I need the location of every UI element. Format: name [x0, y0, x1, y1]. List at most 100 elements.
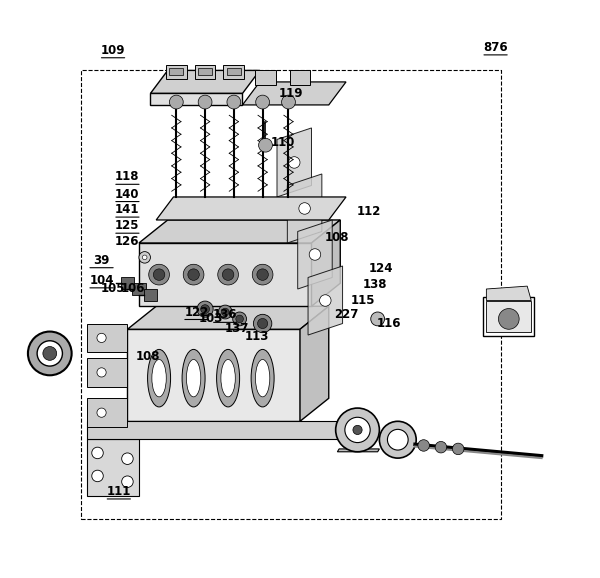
Polygon shape [87, 398, 127, 427]
Circle shape [97, 368, 106, 377]
Circle shape [218, 305, 232, 319]
Circle shape [188, 269, 199, 280]
Bar [255, 71, 276, 85]
Circle shape [335, 408, 379, 452]
Text: 109: 109 [101, 44, 125, 57]
Circle shape [320, 295, 331, 306]
Text: 108: 108 [136, 350, 160, 364]
Bar [484, 297, 533, 336]
Circle shape [299, 203, 310, 214]
Circle shape [256, 95, 269, 109]
Ellipse shape [256, 360, 270, 397]
Circle shape [281, 95, 295, 109]
Text: 227: 227 [334, 309, 358, 321]
Circle shape [122, 453, 133, 465]
Polygon shape [151, 94, 242, 105]
Polygon shape [300, 306, 329, 421]
Text: 110: 110 [271, 136, 295, 149]
Circle shape [233, 312, 247, 326]
Polygon shape [156, 197, 346, 220]
Circle shape [154, 269, 165, 280]
Text: 876: 876 [483, 41, 508, 54]
Polygon shape [287, 174, 322, 243]
Circle shape [236, 315, 244, 323]
Circle shape [353, 425, 362, 435]
Bar [132, 283, 146, 295]
Text: 138: 138 [362, 278, 387, 291]
Circle shape [149, 264, 169, 285]
Polygon shape [139, 220, 340, 243]
Text: 125: 125 [115, 219, 140, 232]
Text: 136: 136 [213, 309, 238, 321]
Circle shape [197, 301, 213, 317]
Text: 118: 118 [115, 171, 140, 183]
Circle shape [253, 314, 272, 333]
Circle shape [257, 318, 268, 328]
Polygon shape [242, 82, 346, 105]
Polygon shape [139, 243, 311, 306]
Circle shape [289, 157, 300, 168]
Circle shape [371, 312, 385, 326]
Polygon shape [487, 286, 531, 301]
Text: 113: 113 [245, 329, 269, 343]
Polygon shape [298, 220, 332, 289]
Polygon shape [87, 358, 127, 387]
Bar [121, 277, 134, 289]
Bar [487, 301, 531, 332]
Circle shape [139, 251, 151, 263]
Text: 104: 104 [89, 274, 114, 287]
Bar [223, 65, 244, 79]
Ellipse shape [187, 360, 201, 397]
Ellipse shape [182, 349, 205, 407]
Ellipse shape [221, 360, 235, 397]
Circle shape [28, 332, 71, 375]
Circle shape [37, 341, 62, 366]
Circle shape [97, 334, 106, 343]
Circle shape [345, 417, 370, 443]
Circle shape [252, 264, 273, 285]
Bar [195, 65, 215, 79]
Circle shape [142, 255, 147, 260]
Circle shape [227, 95, 241, 109]
Circle shape [97, 408, 106, 417]
Text: 105: 105 [101, 283, 125, 295]
Polygon shape [87, 439, 139, 496]
Bar [290, 71, 310, 85]
Text: 141: 141 [115, 203, 140, 216]
Circle shape [221, 308, 229, 316]
Bar [169, 68, 183, 75]
Circle shape [200, 305, 209, 313]
Polygon shape [127, 306, 329, 329]
Text: 140: 140 [115, 188, 140, 201]
Text: 106: 106 [121, 283, 145, 295]
Circle shape [379, 421, 416, 458]
Circle shape [223, 269, 234, 280]
Polygon shape [337, 449, 379, 452]
Ellipse shape [251, 349, 274, 407]
Ellipse shape [152, 360, 166, 397]
Circle shape [257, 269, 268, 280]
Circle shape [92, 447, 103, 459]
Polygon shape [151, 71, 260, 94]
Text: 126: 126 [115, 235, 140, 249]
Circle shape [452, 443, 464, 455]
Ellipse shape [148, 349, 170, 407]
Circle shape [43, 347, 56, 360]
Polygon shape [277, 128, 311, 197]
Circle shape [435, 442, 446, 453]
Bar [166, 65, 187, 79]
Circle shape [218, 264, 238, 285]
Circle shape [418, 440, 430, 451]
Circle shape [198, 95, 212, 109]
Circle shape [388, 429, 408, 450]
Text: 137: 137 [224, 321, 249, 335]
Polygon shape [127, 329, 300, 421]
Ellipse shape [217, 349, 239, 407]
Bar [82, 71, 502, 519]
Text: 108: 108 [325, 231, 350, 244]
Text: 103: 103 [199, 313, 223, 325]
Text: 122: 122 [184, 306, 209, 318]
Text: 115: 115 [351, 294, 376, 307]
Polygon shape [311, 220, 340, 306]
Circle shape [92, 470, 103, 481]
